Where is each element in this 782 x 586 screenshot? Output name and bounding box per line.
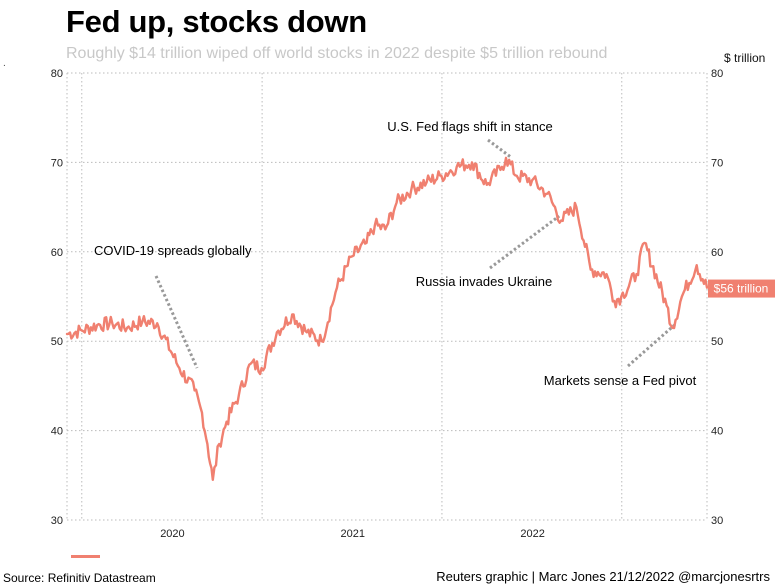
end-label-box [708, 279, 775, 298]
annotation-leader-line [489, 214, 561, 270]
credit-note: Reuters graphic | Marc Jones 21/12/2022 … [436, 569, 770, 584]
annotation-leader-line [154, 275, 199, 369]
y-tick-label-right: 50 [711, 336, 723, 348]
series-line [65, 156, 709, 481]
gridlines [66, 72, 708, 521]
y-tick-label-right: 60 [711, 247, 723, 259]
x-axis: 2020 2021 2022 [160, 528, 545, 540]
y-tick-label-left: 80 [51, 68, 63, 80]
chart-subtitle: Roughly $14 trillion wiped off world sto… [66, 45, 608, 62]
unit-label: $ trillion [724, 51, 766, 65]
annotation-label: U.S. Fed flags shift in stance [387, 119, 552, 134]
y-axis-left: 30 40 50 60 70 80 [51, 68, 63, 527]
x-tick-label: 2022 [520, 528, 544, 540]
legend-swatch [71, 555, 100, 558]
annotation-labels: COVID-19 spreads globally U.S. Fed flags … [94, 119, 697, 388]
y-tick-label-left: 30 [51, 515, 63, 527]
y-tick-label-right: 70 [711, 157, 723, 169]
annotation-leader-line [627, 322, 678, 368]
end-value-label: $56 trillion [708, 279, 775, 298]
y-axis-right: 30 40 50 60 70 80 [711, 68, 723, 527]
chart-title: Fed up, stocks down [66, 4, 367, 39]
y-tick-label-left: 50 [51, 336, 63, 348]
y-tick-label-left: 40 [51, 426, 63, 438]
annotation-leader-line [487, 138, 513, 160]
annotation-label: Markets sense a Fed pivot [544, 373, 697, 388]
annotation-leaders [154, 138, 678, 369]
stray-mark: . [3, 58, 6, 69]
annotation-label: COVID-19 spreads globally [94, 243, 252, 258]
x-tick-label: 2021 [341, 528, 365, 540]
x-tick-label: 2020 [160, 528, 184, 540]
y-tick-label-left: 70 [51, 157, 63, 169]
annotation-label: Russia invades Ukraine [416, 274, 553, 289]
y-tick-label-right: 80 [711, 68, 723, 80]
y-tick-label-right: 30 [711, 515, 723, 527]
end-label-text: $56 trillion [714, 282, 769, 296]
y-tick-label-right: 40 [711, 426, 723, 438]
y-tick-label-left: 60 [51, 247, 63, 259]
source-note: Source: Refinitiv Datastream [3, 571, 156, 585]
